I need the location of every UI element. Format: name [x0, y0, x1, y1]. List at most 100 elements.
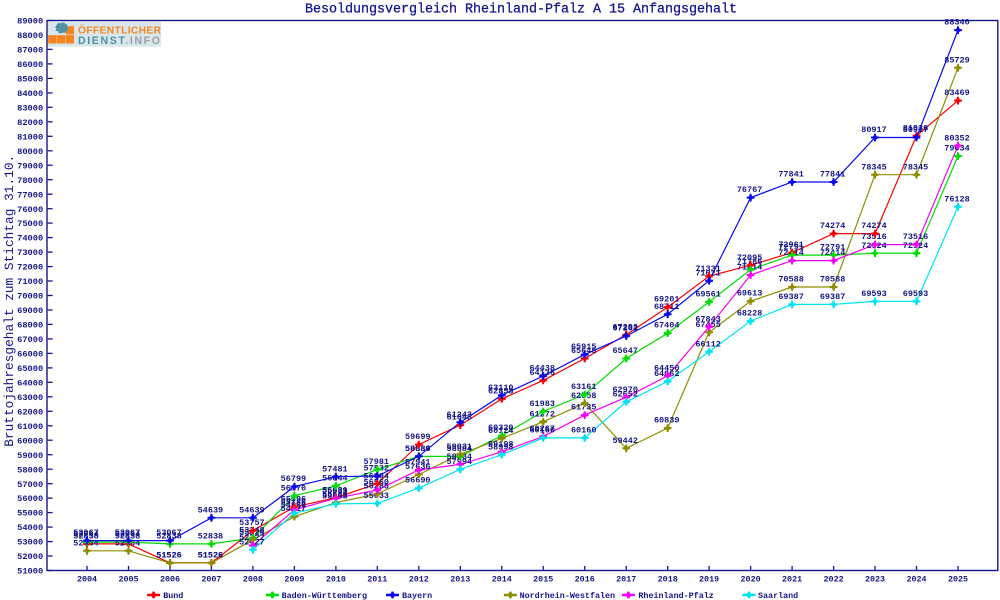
- svg-text:2016: 2016: [575, 575, 595, 585]
- svg-text:69593: 69593: [903, 289, 929, 299]
- svg-text:53067: 53067: [156, 528, 182, 538]
- svg-text:65000: 65000: [17, 364, 43, 374]
- svg-text:2006: 2006: [160, 575, 180, 585]
- svg-text:88340: 88340: [944, 18, 970, 28]
- svg-text:64438: 64438: [529, 364, 555, 374]
- svg-text:73000: 73000: [17, 248, 43, 258]
- svg-text:2024: 2024: [906, 575, 926, 585]
- svg-text:76128: 76128: [944, 194, 970, 204]
- svg-text:54000: 54000: [17, 523, 43, 533]
- svg-text:72095: 72095: [737, 253, 763, 263]
- svg-text:56799: 56799: [281, 474, 307, 484]
- svg-text:83000: 83000: [17, 103, 43, 113]
- svg-text:85729: 85729: [944, 55, 970, 65]
- svg-text:58000: 58000: [17, 465, 43, 475]
- svg-text:2010: 2010: [326, 575, 346, 585]
- svg-text:2005: 2005: [118, 575, 138, 585]
- svg-text:69613: 69613: [737, 289, 763, 299]
- svg-text:55186: 55186: [281, 498, 307, 508]
- svg-text:60160: 60160: [571, 426, 597, 436]
- svg-text:89000: 89000: [17, 17, 43, 27]
- svg-text:Bayern: Bayern: [402, 591, 432, 600]
- svg-text:70588: 70588: [778, 275, 804, 285]
- svg-text:51526: 51526: [198, 551, 224, 561]
- svg-text:2022: 2022: [824, 575, 844, 585]
- svg-text:2014: 2014: [492, 575, 512, 585]
- svg-text:51000: 51000: [17, 567, 43, 577]
- svg-text:2004: 2004: [77, 575, 97, 585]
- svg-text:51526: 51526: [156, 551, 182, 561]
- svg-text:2007: 2007: [201, 575, 221, 585]
- svg-text:2025: 2025: [948, 575, 968, 585]
- svg-text:66000: 66000: [17, 350, 43, 360]
- svg-text:68000: 68000: [17, 321, 43, 331]
- svg-text:2015: 2015: [533, 575, 553, 585]
- svg-text:72000: 72000: [17, 263, 43, 273]
- svg-text:60160: 60160: [529, 426, 555, 436]
- svg-text:67202: 67202: [612, 324, 638, 334]
- svg-text:81000: 81000: [17, 132, 43, 142]
- svg-text:80352: 80352: [944, 133, 970, 143]
- svg-text:60000: 60000: [17, 436, 43, 446]
- svg-text:Besoldungsvergleich Rheinland-: Besoldungsvergleich Rheinland-Pfalz A 15…: [305, 3, 737, 18]
- svg-text:52838: 52838: [73, 532, 99, 542]
- svg-text:59442: 59442: [612, 436, 638, 446]
- svg-text:61983: 61983: [529, 399, 555, 409]
- svg-text:55989: 55989: [322, 486, 348, 496]
- svg-text:77000: 77000: [17, 190, 43, 200]
- svg-text:56031: 56031: [322, 485, 348, 495]
- svg-text:67292: 67292: [612, 322, 638, 332]
- svg-text:51526: 51526: [198, 551, 224, 561]
- svg-text:74274: 74274: [861, 221, 887, 231]
- svg-text:53000: 53000: [17, 538, 43, 548]
- svg-text:58889: 58889: [405, 444, 431, 454]
- svg-text:63000: 63000: [17, 393, 43, 403]
- svg-text:78345: 78345: [903, 162, 929, 172]
- svg-text:77841: 77841: [778, 170, 804, 180]
- svg-text:52000: 52000: [17, 552, 43, 562]
- svg-text:2021: 2021: [782, 575, 802, 585]
- svg-text:2019: 2019: [699, 575, 719, 585]
- svg-text:60124: 60124: [488, 426, 514, 436]
- svg-text:62000: 62000: [17, 407, 43, 417]
- svg-text:59198: 59198: [488, 439, 514, 449]
- svg-text:54639: 54639: [198, 505, 224, 515]
- svg-text:68228: 68228: [737, 309, 763, 319]
- svg-text:2023: 2023: [865, 575, 885, 585]
- svg-text:57481: 57481: [322, 464, 348, 474]
- svg-text:86000: 86000: [17, 60, 43, 70]
- svg-text:52838: 52838: [198, 532, 224, 542]
- svg-text:2008: 2008: [243, 575, 263, 585]
- svg-text:61243: 61243: [447, 410, 473, 420]
- svg-text:Bruttojahresgehalt zum Stichta: Bruttojahresgehalt zum Stichtag 31.10.: [2, 155, 17, 447]
- svg-text:2011: 2011: [367, 575, 387, 585]
- svg-text:52838: 52838: [115, 532, 141, 542]
- svg-text:Bund: Bund: [163, 591, 183, 600]
- svg-text:2013: 2013: [450, 575, 470, 585]
- svg-text:60839: 60839: [654, 416, 680, 426]
- svg-text:72791: 72791: [778, 243, 804, 253]
- svg-text:52838: 52838: [156, 532, 182, 542]
- svg-text:69561: 69561: [695, 290, 721, 300]
- svg-text:57981: 57981: [364, 457, 390, 467]
- svg-text:Saarland: Saarland: [758, 591, 798, 600]
- svg-text:67843: 67843: [695, 314, 721, 324]
- svg-text:52964: 52964: [115, 530, 141, 540]
- svg-text:52964: 52964: [73, 530, 99, 540]
- svg-text:53067: 53067: [73, 528, 99, 538]
- svg-text:64000: 64000: [17, 378, 43, 388]
- svg-text:80917: 80917: [861, 125, 887, 135]
- svg-text:88000: 88000: [17, 31, 43, 41]
- svg-text:2009: 2009: [284, 575, 304, 585]
- svg-text:61000: 61000: [17, 422, 43, 432]
- svg-text:62970: 62970: [612, 385, 638, 395]
- svg-text:60267: 60267: [529, 424, 555, 434]
- svg-text:78345: 78345: [861, 162, 887, 172]
- svg-text:66112: 66112: [695, 339, 721, 349]
- svg-text:71331: 71331: [695, 264, 721, 274]
- svg-text:Baden-Württemberg: Baden-Württemberg: [282, 591, 367, 600]
- svg-text:Nordrhein-Westfalen: Nordrhein-Westfalen: [520, 591, 616, 600]
- svg-text:60320: 60320: [488, 423, 514, 433]
- svg-text:74000: 74000: [17, 234, 43, 244]
- svg-text:53757: 53757: [239, 518, 265, 528]
